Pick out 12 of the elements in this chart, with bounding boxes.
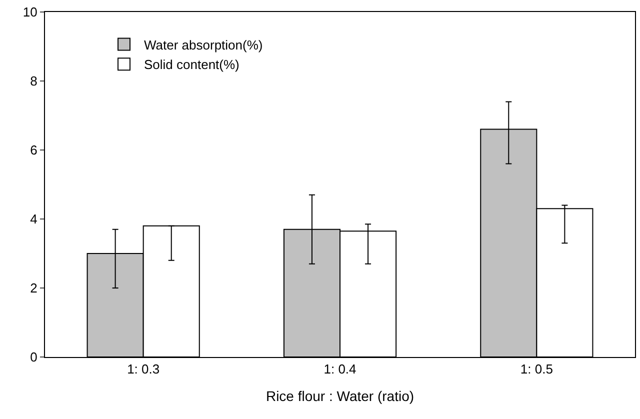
y-tick-label: 0 [30,350,38,365]
y-tick-label: 8 [30,74,38,89]
x-tick-label: 1: 0.4 [324,362,356,377]
x-tick-label: 1: 0.3 [127,362,160,377]
y-tick-label: 10 [22,4,38,20]
legend-label: Water absorption(%) [144,37,263,52]
legend-label: Solid content(%) [144,57,240,72]
y-tick-label: 2 [30,280,38,296]
x-axis-title: Rice flour : Water (ratio) [266,388,414,404]
x-tick-label: 1: 0.5 [520,362,553,377]
y-tick-label: 6 [30,142,38,158]
y-tick-label: 4 [30,212,38,227]
